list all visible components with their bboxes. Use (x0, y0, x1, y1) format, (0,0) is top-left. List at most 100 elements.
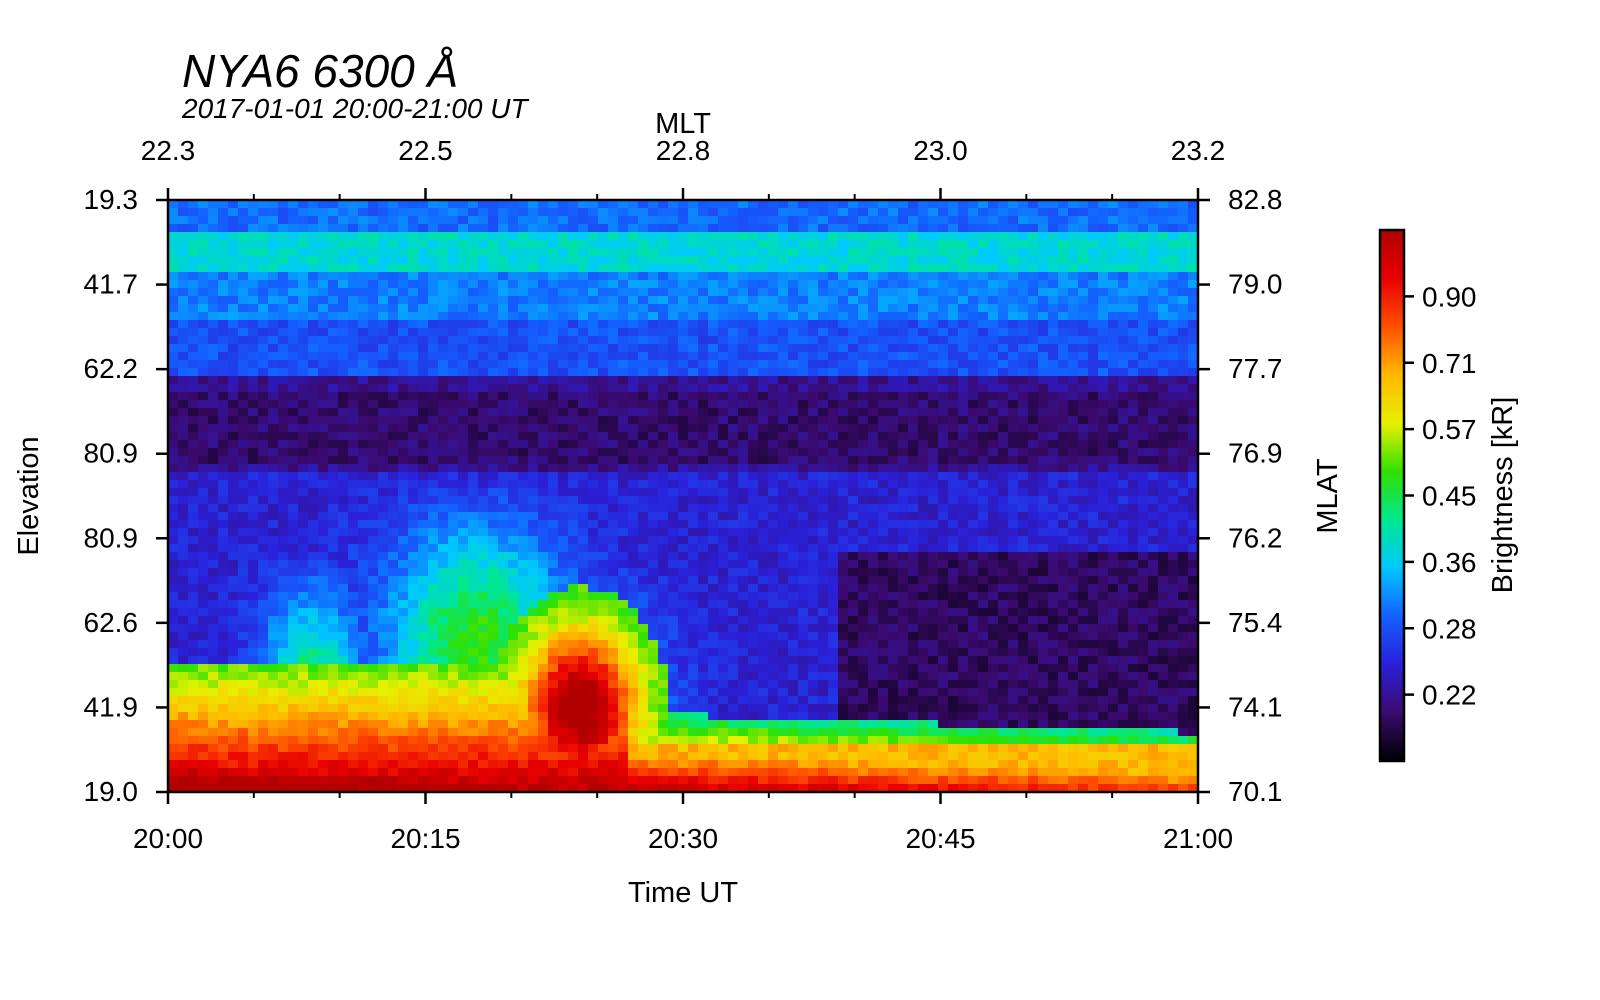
heatmap-cell (478, 360, 489, 369)
heatmap-cell (558, 416, 569, 425)
heatmap-cell (1018, 304, 1029, 313)
heatmap-cell (568, 536, 579, 545)
heatmap-cell (688, 232, 699, 241)
heatmap-cell (198, 376, 209, 385)
heatmap-cell (708, 280, 719, 289)
heatmap-cell (858, 576, 869, 585)
heatmap-cell (858, 536, 869, 545)
heatmap-cell (338, 480, 349, 489)
heatmap-cell (918, 320, 929, 329)
heatmap-cell (418, 576, 429, 585)
heatmap-cell (1118, 392, 1129, 401)
heatmap-cell (1018, 328, 1029, 337)
heatmap-cell (908, 216, 919, 225)
heatmap-cell (198, 568, 209, 577)
heatmap-cell (1098, 248, 1109, 257)
heatmap-cell (418, 304, 429, 313)
heatmap-cell (608, 584, 619, 593)
heatmap-cell (438, 536, 449, 545)
heatmap-cell (1178, 536, 1189, 545)
heatmap-cell (748, 480, 759, 489)
heatmap-cell (428, 528, 439, 537)
heatmap-cell (898, 360, 909, 369)
heatmap-cell (728, 440, 739, 449)
heatmap-cell (168, 568, 179, 577)
heatmap-cell (358, 552, 369, 561)
heatmap-cell (568, 240, 579, 249)
heatmap-cell (698, 368, 709, 377)
heatmap-cell (458, 504, 469, 513)
heatmap-cell (1048, 368, 1059, 377)
heatmap-cell (468, 528, 479, 537)
heatmap-cell (238, 488, 249, 497)
heatmap-cell (478, 280, 489, 289)
heatmap-cell (398, 344, 409, 353)
heatmap-cell (998, 384, 1009, 393)
heatmap-cell (388, 440, 399, 449)
heatmap-cell (1058, 560, 1069, 569)
heatmap-cell (1118, 568, 1129, 577)
heatmap-cell (758, 520, 769, 529)
heatmap-cell (958, 328, 969, 337)
heatmap-cell (378, 456, 389, 465)
heatmap-cell (798, 312, 809, 321)
heatmap-cell (348, 232, 359, 241)
heatmap-cell (718, 552, 729, 561)
heatmap-cell (898, 520, 909, 529)
heatmap-cell (958, 264, 969, 273)
heatmap-cell (278, 408, 289, 417)
heatmap-cell (498, 320, 509, 329)
heatmap-cell (358, 416, 369, 425)
heatmap-cell (1118, 424, 1129, 433)
heatmap-cell (368, 256, 379, 265)
heatmap-cell (928, 280, 939, 289)
heatmap-cell (318, 400, 329, 409)
heatmap-cell (378, 344, 389, 353)
heatmap-cell (318, 504, 329, 513)
heatmap-cell (618, 344, 629, 353)
heatmap-cell (1148, 504, 1159, 513)
heatmap-cell (418, 368, 429, 377)
heatmap-cell (498, 256, 509, 265)
heatmap-cell (618, 272, 629, 281)
heatmap-cell (678, 304, 689, 313)
heatmap-cell (218, 208, 229, 217)
heatmap-cell (908, 320, 919, 329)
heatmap-cell (808, 208, 819, 217)
heatmap-cell (648, 576, 659, 585)
heatmap-cell (948, 248, 959, 257)
heatmap-cell (338, 264, 349, 273)
heatmap-cell (998, 504, 1009, 513)
heatmap-cell (1028, 256, 1039, 265)
heatmap-cell (388, 272, 399, 281)
heatmap-cell (368, 448, 379, 457)
heatmap-cell (188, 344, 199, 353)
heatmap-cell (438, 400, 449, 409)
heatmap-cell (248, 304, 259, 313)
heatmap-cell (318, 568, 329, 577)
heatmap-cell (1148, 480, 1159, 489)
heatmap-cell (778, 360, 789, 369)
heatmap-cell (938, 472, 949, 481)
heatmap-cell (938, 200, 949, 209)
heatmap-cell (438, 456, 449, 465)
heatmap-cell (648, 456, 659, 465)
heatmap-cell (1118, 360, 1129, 369)
chart-title: NYA6 6300 Å (182, 45, 458, 97)
heatmap-cell (588, 528, 599, 537)
heatmap-cell (588, 512, 599, 521)
heatmap-cell (668, 512, 679, 521)
heatmap-cell (1078, 464, 1089, 473)
heatmap-cell (758, 496, 769, 505)
heatmap-cell (1008, 536, 1019, 545)
heatmap-cell (228, 384, 239, 393)
heatmap-cell (488, 512, 499, 521)
heatmap-cell (968, 224, 979, 233)
heatmap-cell (868, 344, 879, 353)
heatmap-cell (1138, 480, 1149, 489)
heatmap-cell (498, 224, 509, 233)
heatmap-cell (658, 472, 669, 481)
heatmap-cell (378, 376, 389, 385)
heatmap-cell (798, 568, 809, 577)
heatmap-cell (788, 568, 799, 577)
